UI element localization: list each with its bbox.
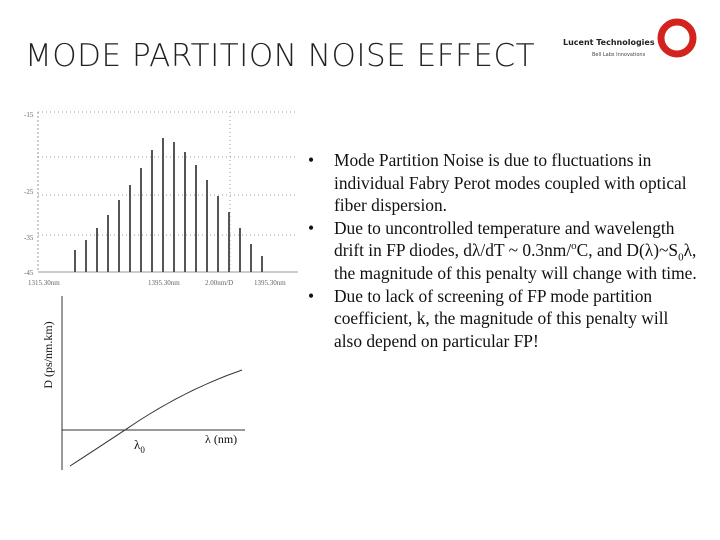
bullet: Mode Partition Noise is due to fluctuati…: [308, 149, 698, 217]
bullet: Due to uncontrolled temperature and wave…: [308, 217, 698, 285]
bullet-text: Mode Partition Noise is due to fluctuati…: [334, 150, 687, 216]
logo-ring: [657, 18, 697, 58]
bullet-text: C, and D(λ)~S: [576, 240, 679, 261]
spectrum-y-label: -15: [24, 111, 34, 119]
superscript: o: [571, 240, 577, 253]
spectrum-plot: -15 -25 -35 -45 1315.30nm 1395.30nm 2.00…: [24, 111, 298, 287]
bullet-text: λ, the magnitude of this penalty will ch…: [334, 240, 697, 283]
bullet-list: Mode Partition Noise is due to fluctuati…: [308, 149, 698, 352]
spectrum-x-label: 2.00nm/D: [205, 279, 233, 287]
bullet-text: Due to uncontrolled temperature and wave…: [334, 217, 675, 261]
spectrum-x-label: 1395.30nm: [148, 279, 180, 287]
x-axis-label: λ (nm): [205, 432, 237, 446]
zero-dispersion-label: λ0: [134, 437, 145, 455]
subscript: 0: [140, 445, 145, 455]
logo-company: Lucent Technologies: [563, 38, 655, 47]
spectrum-x-label: 1395.30nm: [254, 279, 286, 287]
spectrum-x-label: 1315.30nm: [28, 279, 60, 287]
bullet-text: Due to lack of screening of FP mode part…: [334, 285, 669, 351]
dispersion-diagram: D (ps/nm.km) λ0 λ (nm): [41, 296, 245, 470]
slide-title: MODE PARTITION NOISE EFFECT: [25, 38, 536, 74]
spectrum-y-label: -45: [24, 269, 34, 277]
y-axis-label: D (ps/nm.km): [41, 321, 55, 388]
spectrum-y-label: -35: [24, 234, 34, 242]
logo-tagline: Bell Labs Innovations: [592, 52, 646, 58]
lambda: λ: [134, 437, 141, 452]
spectrum-y-label: -25: [24, 188, 34, 196]
bullet: Due to lack of screening of FP mode part…: [308, 285, 698, 353]
subscript: 0: [678, 251, 684, 264]
